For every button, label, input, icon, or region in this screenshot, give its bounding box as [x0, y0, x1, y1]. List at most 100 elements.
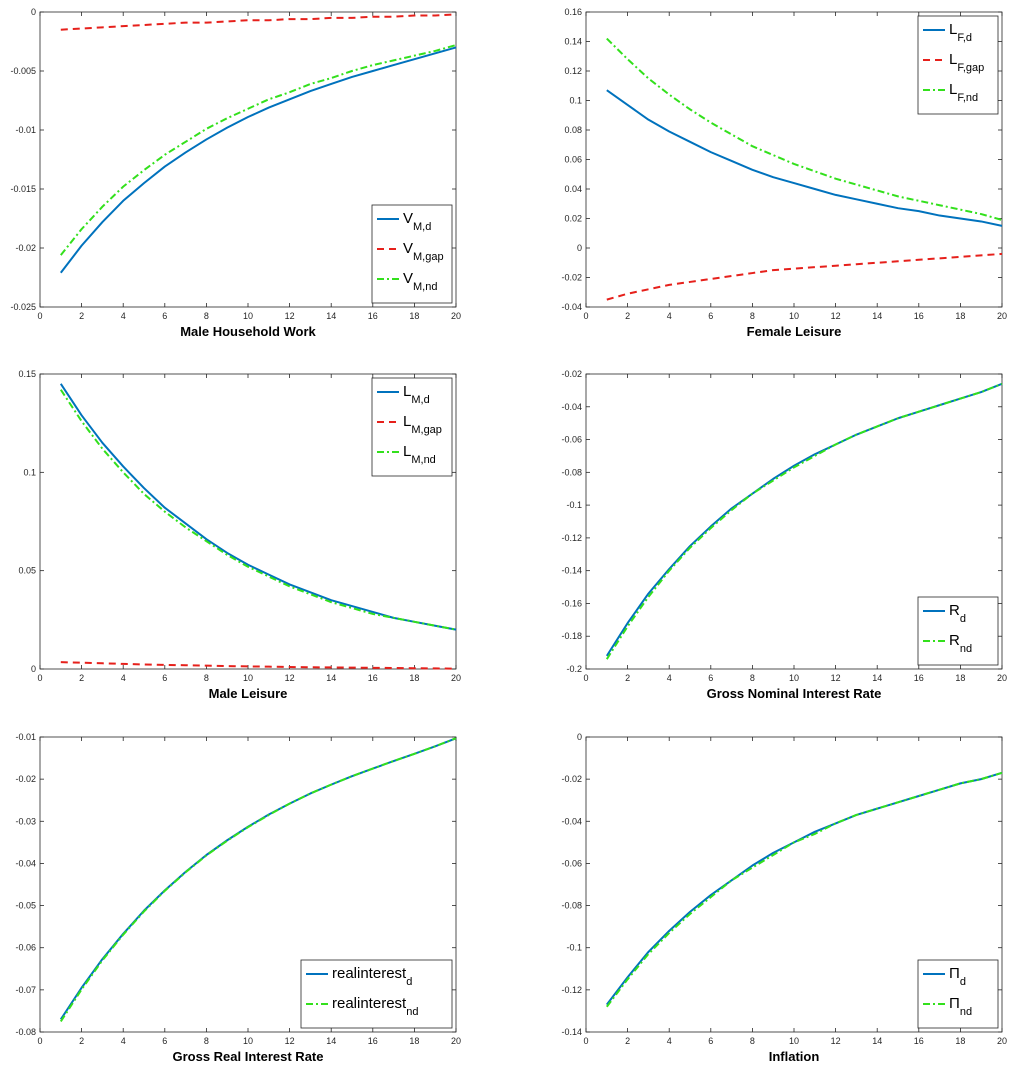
legend-entry-nd: Πnd	[949, 995, 972, 1018]
y-tick-label: -0.12	[561, 985, 582, 995]
legend-entry-d: LM,d	[403, 383, 430, 406]
y-tick-label: -0.04	[561, 302, 582, 312]
series-line-d	[606, 771, 1003, 1006]
x-tick-label: 14	[326, 311, 336, 321]
legend-box	[917, 596, 999, 666]
y-tick-label: -0.04	[561, 402, 582, 412]
legend-box	[917, 959, 999, 1029]
x-tick-label: 6	[162, 1036, 167, 1046]
x-tick-label: 14	[872, 673, 882, 683]
legend: LM,d LM,gap LM,nd	[371, 377, 453, 477]
x-tick-label: 8	[750, 673, 755, 683]
y-tick-label: 0.05	[18, 566, 36, 576]
y-tick-label: -0.02	[561, 369, 582, 379]
legend-entry-d: VM,d	[403, 210, 431, 233]
y-tick-label: -0.14	[561, 566, 582, 576]
x-tick-label: 14	[326, 673, 336, 683]
x-tick-label: 14	[326, 1036, 336, 1046]
series-line-gap	[60, 13, 457, 31]
x-tick-label: 12	[831, 673, 841, 683]
y-tick-label: -0.08	[561, 467, 582, 477]
legend-entry-nd: VM,nd	[403, 270, 437, 293]
x-tick-label: 18	[955, 673, 965, 683]
x-tick-label: 16	[914, 1036, 924, 1046]
series-line-nd	[59, 389, 457, 631]
y-tick-label: 0.08	[564, 125, 582, 135]
x-tick-label: 6	[162, 311, 167, 321]
legend-entry-nd: Rnd	[949, 632, 972, 655]
y-tick-label: -0.01	[15, 125, 36, 135]
legend-box	[371, 377, 453, 477]
chart-panel-3: 0 2 4 6 8 10 12 14 16 18 20 0 0.05 0.1 0.15 Male Leisur…	[18, 369, 461, 701]
x-tick-label: 0	[37, 1036, 42, 1046]
series-line-d	[606, 89, 1003, 227]
x-tick-label: 8	[750, 311, 755, 321]
chart-panel-6: 0 2 4 6 8 10 12 14 16 18 20 -0.14 -0.12 -0.1 -0.08 -0.0…	[561, 732, 1007, 1064]
x-tick-label: 2	[79, 311, 84, 321]
y-tick-label: 0.16	[564, 7, 582, 17]
series-line-gap	[60, 661, 457, 670]
y-tick-label: 0.14	[564, 37, 582, 47]
y-tick-label: -0.05	[15, 901, 36, 911]
x-tick-label: 2	[625, 311, 630, 321]
y-tick-label: -0.02	[561, 273, 582, 283]
x-tick-label: 8	[204, 1036, 209, 1046]
y-tick-label: 0.15	[18, 369, 36, 379]
y-tick-label: -0.015	[10, 184, 36, 194]
y-tick-label: 0	[31, 7, 36, 17]
x-axis-label: Male Leisure	[209, 686, 288, 701]
y-tick-label: -0.02	[15, 243, 36, 253]
legend-entry-nd: realinterestnd	[332, 995, 418, 1018]
x-tick-label: 6	[708, 1036, 713, 1046]
x-tick-label: 0	[583, 673, 588, 683]
series-line-d	[60, 46, 457, 274]
y-tick-label: -0.07	[15, 985, 36, 995]
x-tick-label: 14	[872, 311, 882, 321]
y-tick-label: -0.04	[15, 858, 36, 868]
x-tick-label: 4	[667, 311, 672, 321]
x-tick-label: 20	[997, 311, 1007, 321]
y-tick-label: -0.03	[15, 816, 36, 826]
x-tick-label: 20	[451, 311, 461, 321]
x-tick-label: 4	[121, 1036, 126, 1046]
x-tick-label: 10	[243, 673, 253, 683]
x-tick-label: 4	[667, 673, 672, 683]
legend-box	[300, 959, 453, 1029]
y-tick-label: -0.02	[561, 774, 582, 784]
x-tick-label: 12	[285, 1036, 295, 1046]
legend-box	[371, 204, 453, 304]
x-axis-label: Male Household Work	[180, 324, 316, 339]
x-tick-label: 20	[451, 673, 461, 683]
x-tick-label: 8	[204, 311, 209, 321]
x-tick-label: 12	[831, 1036, 841, 1046]
y-tick-label: -0.12	[561, 533, 582, 543]
y-tick-label: -0.025	[10, 302, 36, 312]
chart-panel-4: 0 2 4 6 8 10 12 14 16 18 20 -0.2 -0.18 -0.16 -0.14 -0.1…	[561, 369, 1007, 701]
x-tick-label: 12	[285, 311, 295, 321]
legend-entry-gap: VM,gap	[403, 240, 444, 263]
y-tick-label: -0.08	[15, 1027, 36, 1037]
y-tick-label: 0	[577, 732, 582, 742]
x-tick-label: 20	[451, 1036, 461, 1046]
y-tick-label: -0.14	[561, 1027, 582, 1037]
x-tick-label: 6	[162, 673, 167, 683]
y-tick-label: -0.04	[561, 816, 582, 826]
x-tick-label: 10	[789, 1036, 799, 1046]
legend: Rd Rnd	[917, 596, 999, 666]
series-line-nd	[605, 382, 1003, 660]
x-axis-label: Gross Nominal Interest Rate	[707, 686, 882, 701]
x-tick-label: 6	[708, 673, 713, 683]
legend-entry-nd: LF,nd	[949, 81, 978, 104]
x-tick-label: 6	[708, 311, 713, 321]
x-tick-label: 16	[914, 311, 924, 321]
legend-entry-nd: LM,nd	[403, 443, 436, 466]
x-tick-label: 2	[625, 673, 630, 683]
series-line-nd	[60, 44, 457, 256]
legend: realinterestd realinterestnd	[300, 959, 453, 1029]
x-tick-label: 18	[409, 311, 419, 321]
x-axis-label: Female Leisure	[747, 324, 842, 339]
y-tick-label: -0.005	[10, 66, 36, 76]
y-tick-label: -0.1	[566, 943, 582, 953]
y-tick-label: 0	[577, 243, 582, 253]
